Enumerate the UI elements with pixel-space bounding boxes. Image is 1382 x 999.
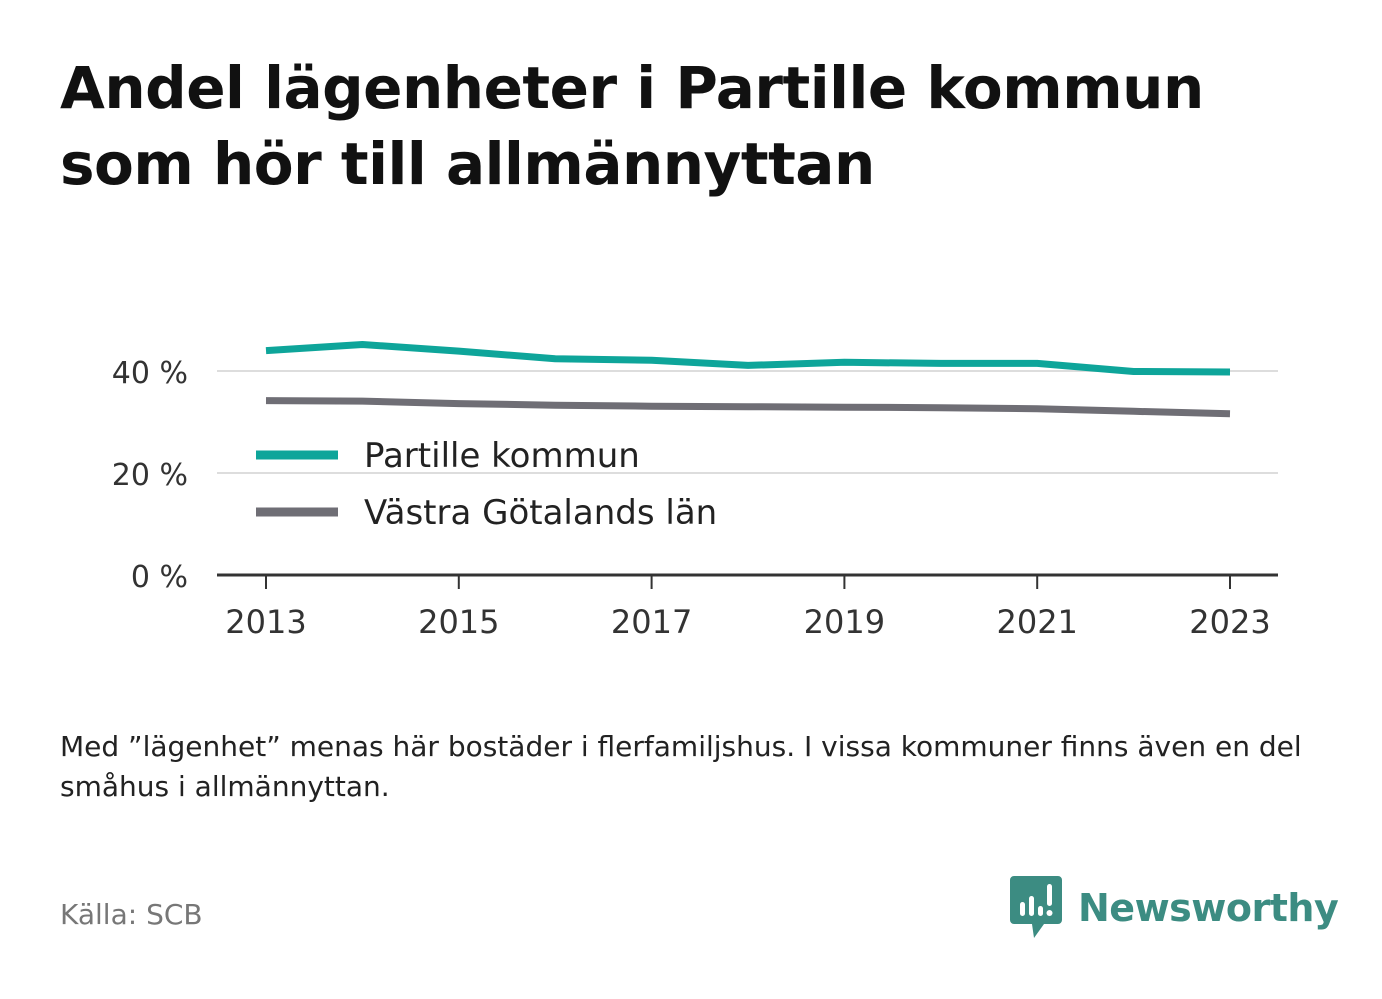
series-line-vastra-gotaland — [265, 397, 1231, 418]
x-tick-label: 2017 — [611, 603, 692, 641]
newsworthy-brand: Newsworthy — [1010, 876, 1339, 940]
series-line-partille — [265, 341, 1231, 376]
y-tick-label: 0 % — [131, 560, 188, 595]
x-tick-label: 2021 — [996, 603, 1077, 641]
legend-background — [243, 426, 745, 470]
x-axis: 2013 2015 2017 2019 2021 2023 — [217, 573, 1278, 641]
series-lines — [265, 341, 1231, 418]
legend: Partille kommun Västra Götalands län — [243, 426, 745, 533]
legend-label: Västra Götalands län — [364, 493, 717, 533]
x-tick-label: 2013 — [225, 603, 306, 641]
x-tick-label: 2015 — [418, 603, 499, 641]
source-label: Källa: SCB — [60, 898, 203, 931]
x-tick-label: 2019 — [804, 603, 885, 641]
legend-label: Partille kommun — [364, 436, 640, 476]
line-chart: 0 % 20 % 40 % Partille kommun Västra Götala… — [112, 341, 1278, 641]
chart-note: Med ”lägenhet” menas här bostäder i fler… — [60, 730, 1302, 803]
brand-name: Newsworthy — [1078, 886, 1339, 930]
y-tick-label: 40 % — [112, 356, 188, 391]
y-axis-ticks: 0 % 20 % 40 % — [112, 356, 188, 595]
chart-title: Andel lägenheter i Partille kommun som h… — [60, 54, 1204, 198]
y-tick-label: 20 % — [112, 458, 188, 493]
x-tick-label: 2023 — [1189, 603, 1270, 641]
newsworthy-logo-icon — [1010, 876, 1062, 938]
